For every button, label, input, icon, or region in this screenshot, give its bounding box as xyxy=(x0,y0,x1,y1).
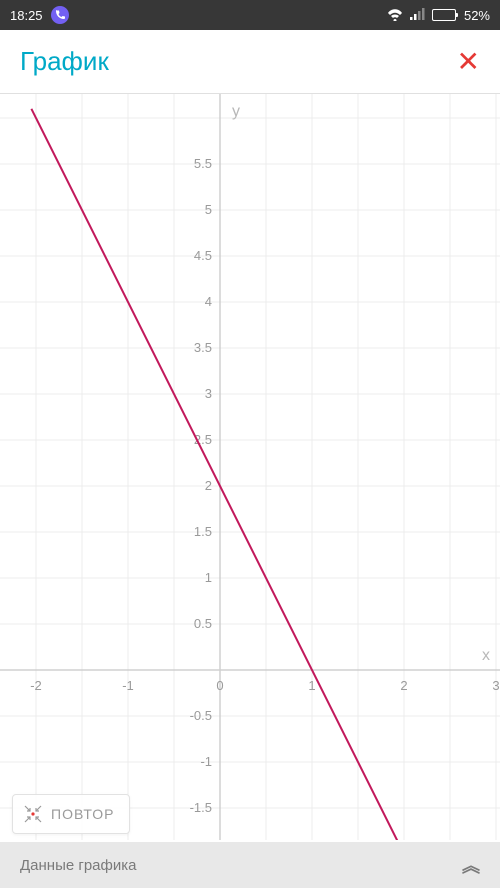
page-title: График xyxy=(20,46,109,77)
svg-text:5.5: 5.5 xyxy=(194,156,212,171)
svg-text:1.5: 1.5 xyxy=(194,524,212,539)
chart-area[interactable]: -2-10123-2.5-2-1.5-1-0.50.511.522.533.54… xyxy=(0,94,500,888)
svg-text:3.5: 3.5 xyxy=(194,340,212,355)
svg-text:3: 3 xyxy=(205,386,212,401)
battery-icon xyxy=(432,9,458,21)
repeat-label: ПОВТОР xyxy=(51,806,115,822)
repeat-button[interactable]: ПОВТОР xyxy=(12,794,130,834)
svg-text:x: x xyxy=(482,647,490,664)
svg-text:-1: -1 xyxy=(122,678,134,693)
chart-data-bar[interactable]: Данные графика ︽ xyxy=(0,842,500,888)
chart-data-label: Данные графика xyxy=(20,857,136,874)
battery-pct: 52% xyxy=(464,8,490,23)
svg-text:2: 2 xyxy=(205,478,212,493)
svg-text:0: 0 xyxy=(216,678,223,693)
svg-text:4: 4 xyxy=(205,294,212,309)
svg-text:-1.5: -1.5 xyxy=(190,800,212,815)
status-left: 18:25 xyxy=(10,6,69,24)
chevron-up-icon: ︽ xyxy=(462,852,480,878)
clock: 18:25 xyxy=(10,8,43,23)
svg-text:4.5: 4.5 xyxy=(194,248,212,263)
close-icon[interactable]: ✕ xyxy=(457,48,480,76)
svg-text:-0.5: -0.5 xyxy=(190,708,212,723)
signal-icon xyxy=(410,8,426,23)
svg-text:2: 2 xyxy=(400,678,407,693)
svg-text:3: 3 xyxy=(492,678,499,693)
svg-text:1: 1 xyxy=(308,678,315,693)
svg-text:0.5: 0.5 xyxy=(194,616,212,631)
svg-text:5: 5 xyxy=(205,202,212,217)
svg-text:1: 1 xyxy=(205,570,212,585)
svg-text:-2: -2 xyxy=(30,678,42,693)
shrink-icon xyxy=(23,804,43,824)
title-bar: График ✕ xyxy=(0,30,500,94)
status-bar: 18:25 52% xyxy=(0,0,500,30)
chart-svg: -2-10123-2.5-2-1.5-1-0.50.511.522.533.54… xyxy=(0,94,500,840)
viber-icon xyxy=(51,6,69,24)
wifi-icon xyxy=(386,7,404,24)
svg-text:y: y xyxy=(232,103,240,120)
svg-text:-1: -1 xyxy=(200,754,212,769)
status-right: 52% xyxy=(386,7,490,24)
